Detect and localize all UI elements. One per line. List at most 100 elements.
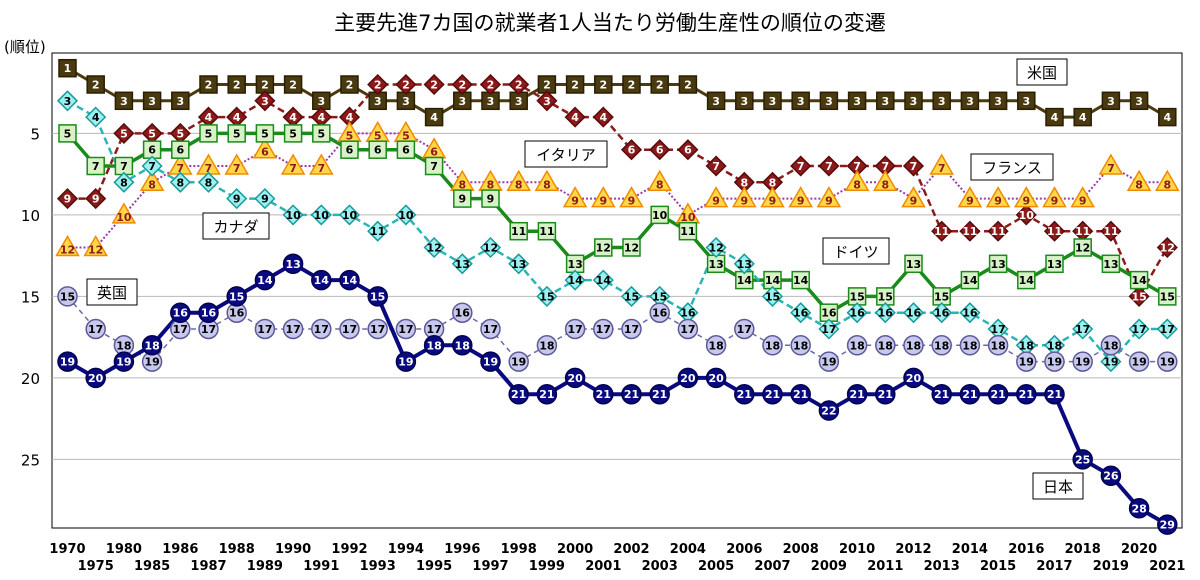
data-label: 18 bbox=[849, 339, 864, 352]
data-label: 2 bbox=[346, 79, 354, 92]
square-marker bbox=[1101, 254, 1121, 274]
data-label: 16 bbox=[652, 307, 668, 320]
data-label: 15 bbox=[60, 290, 75, 303]
data-point: 19 bbox=[395, 351, 417, 372]
data-label: 2 bbox=[402, 79, 410, 92]
series-name-label: ドイツ bbox=[833, 243, 878, 261]
data-label: 13 bbox=[1103, 258, 1118, 271]
data-label: 11 bbox=[370, 225, 385, 238]
data-label: 13 bbox=[708, 258, 723, 271]
data-label: 13 bbox=[285, 258, 300, 271]
data-label: 5 bbox=[148, 127, 156, 140]
data-label: 3 bbox=[712, 95, 720, 108]
data-label: 7 bbox=[233, 162, 241, 175]
circle-marker bbox=[508, 383, 529, 405]
data-label: 9 bbox=[1051, 195, 1059, 208]
data-point: 16 bbox=[846, 302, 868, 324]
data-label: 11 bbox=[539, 225, 554, 238]
square-marker bbox=[509, 221, 528, 241]
data-label: 2 bbox=[233, 79, 241, 92]
data-label: 7 bbox=[148, 160, 156, 173]
circle-marker bbox=[1044, 383, 1065, 405]
data-point: 4 bbox=[1158, 107, 1177, 127]
data-point: 4 bbox=[85, 106, 107, 128]
diamond-marker bbox=[338, 204, 361, 226]
x-tick-label: 2013 bbox=[924, 559, 960, 574]
series-name-box bbox=[822, 237, 890, 265]
data-label: 7 bbox=[881, 160, 889, 173]
data-point: 16 bbox=[170, 302, 191, 323]
circle-marker bbox=[564, 318, 586, 340]
data-label: 6 bbox=[656, 144, 664, 157]
data-label: 16 bbox=[229, 307, 245, 320]
data-point: 19 bbox=[508, 351, 529, 372]
data-label: 3 bbox=[515, 95, 523, 108]
data-label: 4 bbox=[1163, 111, 1171, 124]
data-point: 7 bbox=[902, 155, 925, 177]
data-label: 21 bbox=[849, 388, 864, 401]
x-tick-label: 2012 bbox=[895, 542, 931, 557]
square-marker bbox=[255, 124, 275, 143]
data-point: 7 bbox=[280, 153, 306, 175]
chart-title: 主要先進7カ国の就業者1人当たり労働生産性の順位の変遷 bbox=[334, 11, 886, 35]
data-point: 3 bbox=[56, 90, 79, 112]
data-label: 7 bbox=[853, 160, 861, 173]
data-label: 16 bbox=[173, 307, 189, 320]
circle-marker bbox=[226, 286, 247, 307]
data-label: 17 bbox=[624, 323, 639, 336]
diamond-marker bbox=[649, 139, 671, 161]
square-marker bbox=[1045, 254, 1064, 274]
square-marker bbox=[368, 140, 387, 159]
data-point: 3 bbox=[988, 91, 1008, 111]
data-label: 18 bbox=[1019, 339, 1034, 352]
x-tick-label: 2003 bbox=[642, 559, 678, 574]
triangle-marker bbox=[703, 186, 729, 208]
circle-marker bbox=[790, 335, 811, 356]
data-label: 13 bbox=[906, 258, 921, 271]
data-point: 7 bbox=[308, 153, 334, 175]
square-marker bbox=[114, 91, 134, 111]
data-label: 9 bbox=[966, 195, 974, 208]
data-point: 4 bbox=[564, 106, 586, 128]
data-label: 4 bbox=[599, 111, 607, 124]
data-point: 18 bbox=[141, 335, 163, 356]
square-marker bbox=[819, 91, 839, 111]
data-label: 2 bbox=[261, 79, 269, 92]
data-label: 3 bbox=[1135, 95, 1143, 108]
data-label: 3 bbox=[881, 95, 889, 108]
data-label: 16 bbox=[680, 307, 696, 320]
x-tick-label: 2016 bbox=[1008, 542, 1044, 557]
diamond-marker bbox=[1100, 220, 1122, 242]
data-point: 9 bbox=[619, 186, 644, 208]
data-point: 11 bbox=[1043, 220, 1066, 242]
data-label: 19 bbox=[1019, 356, 1034, 369]
data-label: 21 bbox=[737, 388, 752, 401]
x-tick-label: 1997 bbox=[472, 559, 508, 574]
square-marker bbox=[453, 189, 472, 208]
circle-marker bbox=[875, 383, 896, 405]
data-point: 3 bbox=[763, 91, 782, 111]
data-point: 19 bbox=[57, 351, 78, 372]
data-point: 7 bbox=[818, 155, 840, 177]
data-label: 10 bbox=[652, 209, 668, 222]
series-name-label: カナダ bbox=[213, 218, 258, 236]
data-label: 3 bbox=[317, 95, 325, 108]
square-marker bbox=[763, 91, 782, 111]
data-label: 15 bbox=[849, 290, 864, 303]
diamond-marker bbox=[1043, 220, 1066, 242]
data-point: 12 bbox=[594, 238, 613, 257]
data-label: 10 bbox=[116, 211, 132, 224]
data-point: 15 bbox=[876, 287, 895, 306]
data-label: 3 bbox=[853, 95, 861, 108]
data-label: 28 bbox=[1131, 502, 1146, 515]
data-point: 12 bbox=[55, 235, 80, 257]
diamond-marker bbox=[790, 155, 812, 177]
data-point: 17 bbox=[677, 318, 699, 340]
data-point: 15 bbox=[367, 286, 388, 307]
data-label: 21 bbox=[962, 388, 977, 401]
y-axis-label: (順位) bbox=[4, 38, 46, 56]
data-point: 20 bbox=[85, 367, 106, 389]
data-point: 20 bbox=[705, 367, 727, 389]
data-point: 18 bbox=[1100, 335, 1122, 356]
data-point: 14 bbox=[735, 270, 754, 290]
